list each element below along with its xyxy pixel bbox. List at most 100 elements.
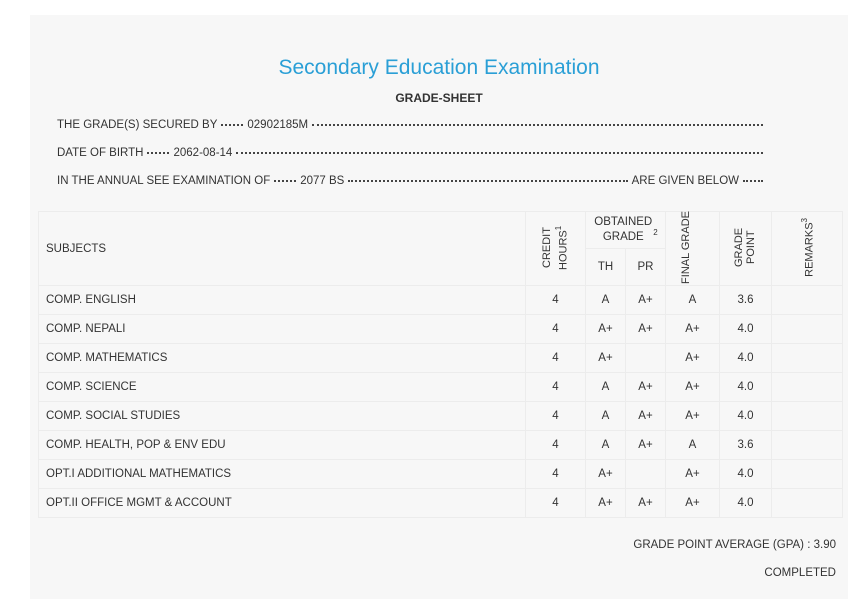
grade-cell: A+ — [625, 372, 666, 402]
grade-cell: 4 — [525, 459, 586, 489]
grade-cell: A+ — [625, 401, 666, 431]
dot-leader — [348, 180, 628, 182]
grade-cell: 4 — [525, 488, 586, 518]
subject-cell: OPT.II OFFICE MGMT & ACCOUNT — [38, 488, 526, 518]
grade-cell: 4.0 — [719, 401, 772, 431]
grade-cell: A — [585, 401, 626, 431]
grade-cell: 4.0 — [719, 314, 772, 344]
info-value: 2077 BS — [300, 175, 345, 187]
info-suffix: ARE GIVEN BELOW — [631, 175, 739, 187]
grade-cell: A+ — [585, 343, 626, 373]
grade-cell: A+ — [625, 314, 666, 344]
grade-cell: A+ — [665, 372, 720, 402]
info-label: DATE OF BIRTH — [57, 147, 144, 159]
header-cell: FINAL GRADE — [665, 210, 720, 286]
remarks-cell — [771, 343, 843, 373]
dot-leader — [147, 152, 170, 154]
grade-cell: A — [665, 430, 720, 460]
grade-cell: A+ — [585, 314, 626, 344]
grade-cell: A+ — [665, 401, 720, 431]
grade-cell: 4 — [525, 314, 586, 344]
grade-cell: 4 — [525, 430, 586, 460]
remarks-cell — [771, 430, 843, 460]
status: COMPLETED — [764, 567, 836, 579]
grade-table: SUBJECTS CREDIT HOURS1 OBTAINED GRADE 2 F… — [38, 211, 843, 518]
header-text: REMARKS — [803, 222, 816, 277]
grade-cell — [625, 459, 666, 489]
info-line: IN THE ANNUAL SEE EXAMINATION OF 2077 BS A… — [57, 175, 767, 187]
table-row: COMP. HEALTH, POP & ENV EDU 4 A A+ A 3.6 — [38, 430, 843, 460]
title: Secondary Education Examination — [278, 56, 600, 79]
grade-cell: A+ — [585, 459, 626, 489]
grade-cell: 4.0 — [719, 343, 772, 373]
remarks-cell — [771, 372, 843, 402]
footnote-mark: 2 — [653, 228, 658, 238]
dot-leader — [743, 180, 763, 182]
grade-cell: A — [585, 372, 626, 402]
info-line: THE GRADE(S) SECURED BY 02902185M — [57, 119, 767, 131]
header-cell: PR — [625, 248, 666, 286]
header-cell: CREDIT HOURS1 — [525, 211, 586, 286]
header-text: GRADE POINT — [732, 227, 757, 267]
remarks-cell — [771, 314, 843, 344]
info-value: 2062-08-14 — [173, 147, 233, 159]
header-text: CREDIT HOURS — [541, 226, 570, 270]
remarks-cell — [771, 285, 843, 315]
table-row: OPT.II OFFICE MGMT & ACCOUNT 4 A+ A+ A+ 4.0 — [38, 488, 843, 518]
dot-leader — [236, 152, 763, 154]
dot-leader — [312, 124, 763, 126]
grade-cell: 4.0 — [719, 488, 772, 518]
header-cell: TH — [585, 248, 626, 286]
table-body: COMP. ENGLISH 4 A A+ A 3.6 COMP. NEPALI 4 A+ A+ A+… — [38, 285, 843, 518]
grade-cell: 3.6 — [719, 430, 772, 460]
grade-cell: A+ — [665, 488, 720, 518]
grade-cell: A+ — [665, 459, 720, 489]
grade-cell: 3.6 — [719, 285, 772, 315]
grade-cell: A — [665, 285, 720, 315]
header-cell: SUBJECTS — [38, 211, 526, 286]
grade-cell: A+ — [625, 285, 666, 315]
grade-cell: 4 — [525, 285, 586, 315]
grade-cell: 4 — [525, 401, 586, 431]
grade-cell: A+ — [625, 430, 666, 460]
header-text: FINAL GRADE — [679, 210, 692, 284]
footnote-mark: 1 — [554, 224, 564, 230]
grade-cell: 4 — [525, 343, 586, 373]
header-cell: REMARKS3 — [771, 211, 843, 286]
subject-cell: COMP. SCIENCE — [38, 372, 526, 402]
grade-cell: A+ — [625, 488, 666, 518]
grade-cell: 4 — [525, 372, 586, 402]
grade-cell: 4.0 — [719, 372, 772, 402]
table-row: COMP. MATHEMATICS 4 A+ A+ 4.0 — [38, 343, 843, 373]
grade-cell: A — [585, 430, 626, 460]
grade-cell — [625, 343, 666, 373]
remarks-cell — [771, 459, 843, 489]
info-value: 02902185M — [247, 119, 309, 131]
grade-cell: 4.0 — [719, 459, 772, 489]
subject-cell: COMP. HEALTH, POP & ENV EDU — [38, 430, 526, 460]
table-row: COMP. ENGLISH 4 A A+ A 3.6 — [38, 285, 843, 315]
table-row: OPT.I ADDITIONAL MATHEMATICS 4 A+ A+ 4.0 — [38, 459, 843, 489]
subtitle: GRADE-SHEET — [395, 91, 483, 105]
table-row: COMP. SCIENCE 4 A A+ A+ 4.0 — [38, 372, 843, 402]
grade-sheet: Secondary Education Examination GRADE-SH… — [30, 15, 848, 599]
subject-cell: COMP. SOCIAL STUDIES — [38, 401, 526, 431]
subject-cell: OPT.I ADDITIONAL MATHEMATICS — [38, 459, 526, 489]
dot-leader — [274, 180, 297, 182]
remarks-cell — [771, 401, 843, 431]
table-row: COMP. SOCIAL STUDIES 4 A A+ A+ 4.0 — [38, 401, 843, 431]
subject-cell: COMP. NEPALI — [38, 314, 526, 344]
grade-cell: A+ — [585, 488, 626, 518]
gpa-line: GRADE POINT AVERAGE (GPA) : 3.90 — [633, 539, 836, 551]
header-text: OBTAINED GRADE — [594, 216, 653, 243]
gpa-label: GRADE POINT AVERAGE (GPA) : — [633, 539, 811, 551]
header-cell: OBTAINED GRADE 2 — [585, 211, 666, 249]
subject-cell: COMP. MATHEMATICS — [38, 343, 526, 373]
grade-cell: A+ — [665, 343, 720, 373]
table-row: COMP. NEPALI 4 A+ A+ A+ 4.0 — [38, 314, 843, 344]
grade-cell: A+ — [665, 314, 720, 344]
subject-cell: COMP. ENGLISH — [38, 285, 526, 315]
gpa-value: 3.90 — [813, 539, 836, 551]
